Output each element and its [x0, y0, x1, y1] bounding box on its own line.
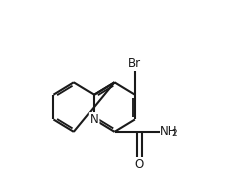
- Text: NH: NH: [160, 125, 177, 138]
- Text: Br: Br: [128, 57, 142, 70]
- Text: O: O: [135, 158, 144, 170]
- Text: N: N: [90, 113, 98, 126]
- Text: 2: 2: [172, 130, 177, 138]
